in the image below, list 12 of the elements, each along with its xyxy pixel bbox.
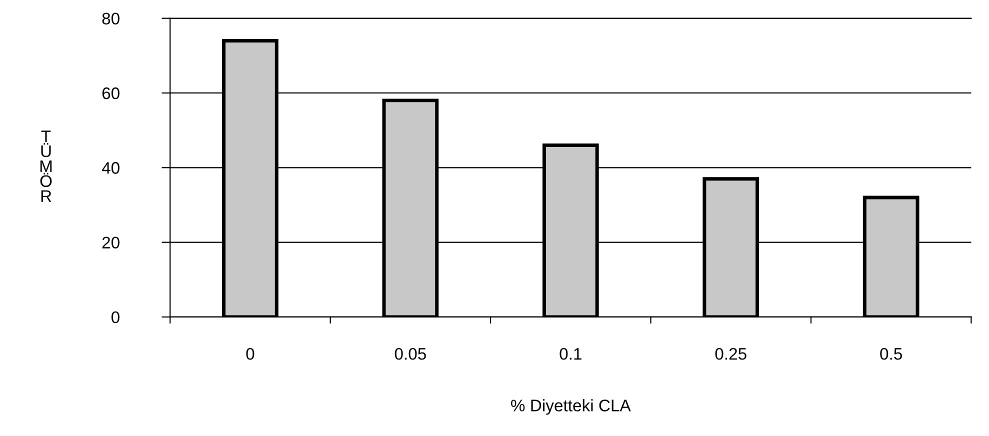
- x-tick-label: 0.25: [715, 348, 746, 360]
- x-tick-label: 0.5: [880, 348, 902, 360]
- y-axis-title: TÜMÖR: [40, 130, 52, 202]
- x-tick-label: 0.05: [394, 348, 426, 360]
- y-tick-label: 40: [102, 162, 120, 174]
- x-tick-label: 0: [246, 348, 254, 360]
- y-tick-label: 0: [111, 311, 120, 324]
- x-tick-label: 0.1: [560, 348, 582, 360]
- y-tick-label: 20: [102, 236, 120, 249]
- y-tick-label: 60: [102, 87, 120, 100]
- y-tick-label: 80: [102, 12, 120, 25]
- x-axis-title: % Diyetteki CLA: [511, 399, 631, 415]
